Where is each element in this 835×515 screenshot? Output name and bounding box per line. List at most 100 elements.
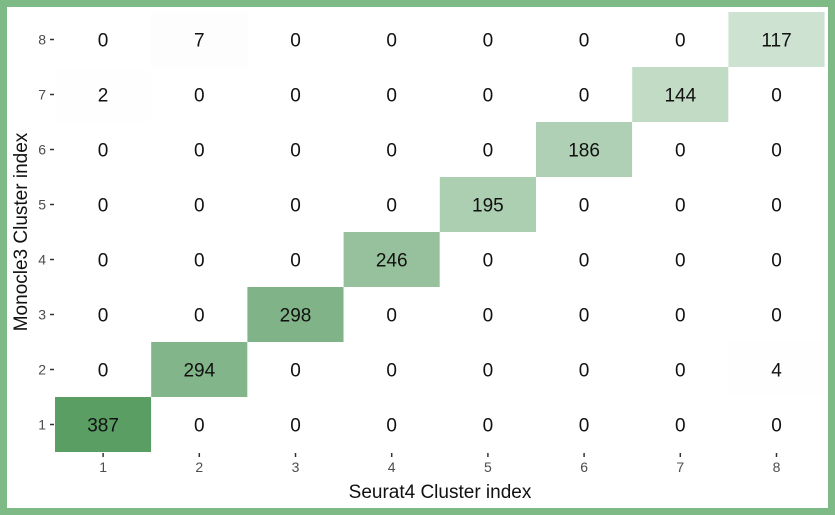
heatmap-cell: [439, 342, 536, 397]
heatmap-cell: [632, 177, 729, 232]
x-axis-ticks: 1 2 3 4 5 6 7 8: [99, 453, 781, 475]
heatmap-cells: [55, 12, 825, 452]
cell-value-label: 298: [280, 306, 312, 327]
x-tick-label: 5: [484, 459, 492, 475]
cell-value-label: 0: [194, 416, 205, 437]
heatmap-cell: [55, 397, 152, 452]
cell-value-label: 0: [483, 141, 494, 162]
heatmap-cell: [536, 67, 633, 122]
heatmap-cell: [728, 342, 825, 397]
heatmap-cell: [247, 177, 344, 232]
cell-value-label: 0: [98, 31, 109, 52]
cell-value-label: 0: [771, 196, 782, 217]
cell-value-label: 0: [194, 306, 205, 327]
heatmap-cell: [343, 122, 440, 177]
heatmap-cell: [55, 287, 152, 342]
heatmap-cell: [439, 232, 536, 287]
heatmap-cell: [55, 67, 152, 122]
heatmap-cell: [536, 232, 633, 287]
cell-value-label: 0: [290, 416, 301, 437]
heatmap-cell: [632, 232, 729, 287]
heatmap-cell: [728, 122, 825, 177]
heatmap-cell: [632, 67, 729, 122]
cell-value-label: 0: [483, 251, 494, 272]
heatmap-cell: [151, 287, 248, 342]
heatmap-cell: [728, 177, 825, 232]
heatmap-cell: [151, 122, 248, 177]
heatmap-cell: [247, 287, 344, 342]
heatmap-cell: [439, 67, 536, 122]
cell-value-label: 0: [483, 86, 494, 107]
heatmap-cell: [247, 342, 344, 397]
cell-value-label: 2: [98, 86, 109, 107]
cell-value-label: 0: [579, 86, 590, 107]
heatmap-cell: [728, 287, 825, 342]
heatmap-cell: [439, 12, 536, 67]
cell-value-label: 0: [579, 196, 590, 217]
x-axis-title: Seurat4 Cluster index: [349, 482, 532, 503]
heatmap-cell: [55, 12, 152, 67]
cell-value-label: 0: [194, 86, 205, 107]
cell-value-label: 0: [771, 86, 782, 107]
cell-value-label: 294: [183, 361, 215, 382]
cell-value-label: 117: [761, 31, 791, 52]
heatmap-cell: [55, 232, 152, 287]
cell-value-label: 0: [386, 416, 397, 437]
heatmap-cell: [55, 177, 152, 232]
cell-value-label: 0: [386, 141, 397, 162]
heatmap-cell: [728, 67, 825, 122]
heatmap-cell: [55, 122, 152, 177]
cell-value-label: 0: [386, 361, 397, 382]
heatmap-cell: [632, 397, 729, 452]
heatmap-cell: [439, 397, 536, 452]
heatmap-cell: [343, 287, 440, 342]
heatmap-cell: [343, 232, 440, 287]
x-tick-label: 2: [195, 459, 203, 475]
cell-value-label: 0: [771, 141, 782, 162]
cell-value-label: 0: [290, 361, 301, 382]
heatmap-cell: [728, 12, 825, 67]
cell-value-label: 0: [386, 306, 397, 327]
heatmap-cell: [632, 12, 729, 67]
cell-value-label: 7: [194, 31, 205, 52]
x-tick-label: 3: [292, 459, 300, 475]
heatmap-cell: [536, 177, 633, 232]
cell-value-label: 0: [98, 306, 109, 327]
cell-value-label: 0: [579, 31, 590, 52]
heatmap-cell: [55, 342, 152, 397]
cell-value-label: 0: [194, 196, 205, 217]
heatmap-cell: [151, 177, 248, 232]
cell-value-label: 0: [290, 86, 301, 107]
cell-value-label: 0: [771, 416, 782, 437]
cell-value-label: 0: [579, 416, 590, 437]
cell-value-label: 0: [194, 141, 205, 162]
y-tick-label: 5: [38, 197, 46, 213]
cell-value-label: 0: [771, 251, 782, 272]
x-tick-label: 1: [99, 459, 107, 475]
cell-value-label: 0: [290, 196, 301, 217]
heatmap-cell: [536, 122, 633, 177]
cell-value-label: 246: [376, 251, 408, 272]
cell-value-label: 0: [675, 141, 686, 162]
heatmap-cell: [151, 67, 248, 122]
cell-value-label: 0: [675, 416, 686, 437]
y-tick-label: 7: [38, 87, 46, 103]
heatmap-cell: [151, 232, 248, 287]
cell-value-label: 0: [386, 31, 397, 52]
heatmap-cell: [343, 12, 440, 67]
x-tick-label: 4: [388, 459, 396, 475]
x-tick-label: 8: [773, 459, 781, 475]
heatmap-cell: [632, 287, 729, 342]
y-tick-label: 1: [38, 417, 46, 433]
heatmap-cell: [247, 397, 344, 452]
heatmap-cell: [632, 342, 729, 397]
cell-value-label: 0: [579, 251, 590, 272]
cell-value-label: 0: [98, 251, 109, 272]
cell-value-label: 387: [87, 416, 119, 437]
heatmap-cell: [247, 67, 344, 122]
heatmap-cell: [247, 232, 344, 287]
heatmap-cell: [536, 287, 633, 342]
heatmap-cell-labels: 387 0 0 0 0 0 0 0 0 294 0 0 0 0 0 4 0 0 298 0 0 0 0 0 0 0 0 246 0 0 0 0…: [87, 31, 791, 437]
heatmap-cell: [343, 177, 440, 232]
